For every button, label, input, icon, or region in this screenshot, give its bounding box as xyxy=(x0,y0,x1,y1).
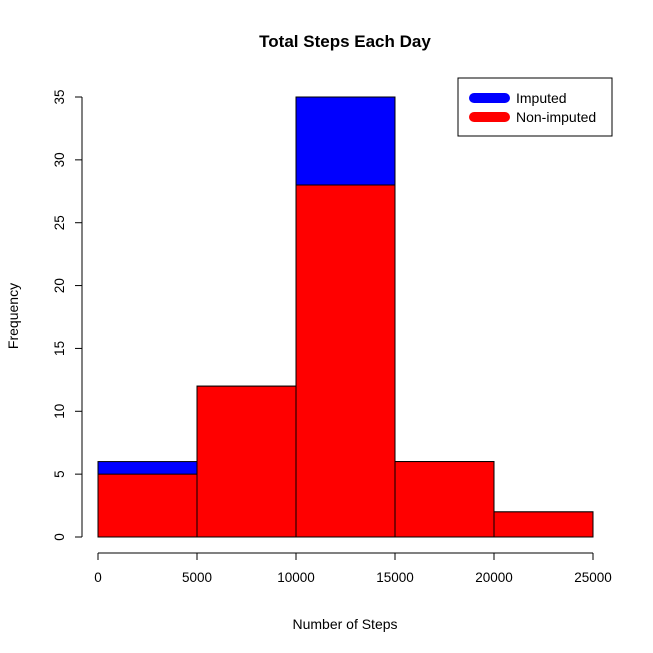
y-tick-label: 10 xyxy=(52,404,67,419)
y-axis-label: Frequency xyxy=(5,283,21,349)
x-tick-label: 15000 xyxy=(376,570,414,585)
legend: Imputed Non-imputed xyxy=(457,77,613,137)
legend-label-imputed: Imputed xyxy=(516,90,567,106)
y-tick-label: 20 xyxy=(52,278,67,293)
x-tick-label: 25000 xyxy=(574,570,612,585)
x-tick-label: 20000 xyxy=(475,570,513,585)
y-tick-label: 25 xyxy=(52,215,67,230)
x-axis-label: Number of Steps xyxy=(292,616,397,632)
non-imputed-bar-4 xyxy=(493,511,594,538)
legend-box xyxy=(457,77,613,137)
y-tick-label: 0 xyxy=(52,533,67,541)
x-tick-label: 10000 xyxy=(277,570,315,585)
y-tick-label: 15 xyxy=(52,341,67,356)
x-axis: 0 5000 10000 15000 20000 25000 xyxy=(94,552,612,585)
y-tick-label: 35 xyxy=(52,89,67,104)
chart-title: Total Steps Each Day xyxy=(259,32,431,51)
non-imputed-bar-0 xyxy=(97,473,198,538)
y-tick-label: 5 xyxy=(52,470,67,478)
bars-group xyxy=(97,96,594,538)
y-tick-label: 30 xyxy=(52,152,67,167)
y-axis: 0 5 10 15 20 25 30 35 xyxy=(52,89,83,541)
non-imputed-bar-1 xyxy=(196,385,297,538)
x-tick-label: 5000 xyxy=(182,570,212,585)
non-imputed-bar-3 xyxy=(394,461,495,538)
x-tick-label: 0 xyxy=(94,570,102,585)
non-imputed-bar-2 xyxy=(295,184,396,538)
legend-label-non-imputed: Non-imputed xyxy=(516,109,596,125)
